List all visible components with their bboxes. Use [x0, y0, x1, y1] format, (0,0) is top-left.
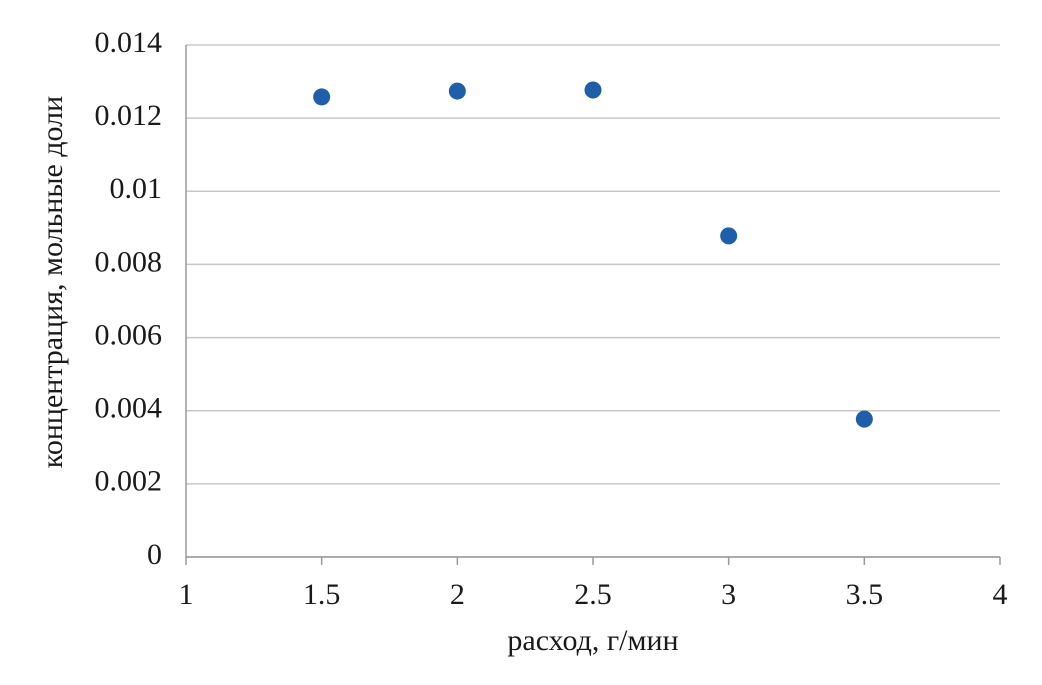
x-tick-label: 4	[993, 578, 1008, 611]
y-tick-label: 0.006	[95, 318, 163, 351]
y-axis-label: концентрация, мольные доли	[36, 96, 69, 468]
y-tick-label: 0.01	[110, 172, 163, 205]
y-tick-label: 0.004	[95, 392, 163, 425]
data-point	[448, 82, 466, 100]
x-tick-label: 3.5	[846, 578, 884, 611]
y-tick-label: 0.014	[95, 26, 163, 59]
x-tick-label: 2	[450, 578, 465, 611]
x-axis-label: расход, г/мин	[507, 624, 678, 657]
data-point	[584, 81, 602, 99]
data-point	[313, 88, 331, 106]
x-tick-label: 3	[721, 578, 736, 611]
y-tick-label: 0.002	[95, 465, 163, 498]
y-tick-label: 0.012	[95, 99, 163, 132]
data-point	[720, 227, 738, 245]
y-tick-label: 0.008	[95, 245, 163, 278]
x-tick-label: 2.5	[574, 578, 612, 611]
x-tick-label: 1.5	[303, 578, 341, 611]
data-point	[855, 410, 873, 428]
y-tick-label: 0	[147, 538, 162, 571]
x-tick-label: 1	[179, 578, 194, 611]
